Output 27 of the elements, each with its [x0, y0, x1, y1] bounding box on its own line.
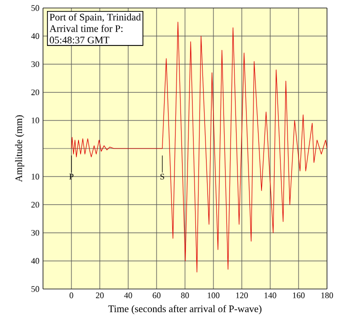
x-tick-label: 80 — [181, 292, 189, 298]
annotation: Port of Spain, Trinidad — [50, 13, 141, 23]
x-tick-label: 120 — [236, 292, 248, 298]
x-tick-label: 100 — [208, 292, 220, 298]
annotation: S — [160, 174, 164, 180]
annotation: P — [69, 174, 74, 180]
y-tick-label: 30 — [31, 230, 40, 236]
x-tick-label: 180 — [321, 292, 334, 298]
y-tick-label: 50 — [31, 286, 40, 292]
y-tick-label: 40 — [31, 258, 40, 264]
x-tick-label: 20 — [96, 292, 104, 298]
annotation: Arrival time for P: — [49, 24, 122, 32]
x-tick-label: 60 — [152, 292, 161, 298]
y-tick-label: 30 — [31, 61, 40, 68]
x-axis-title: Time (seconds after arrival of P-wave) — [108, 305, 262, 314]
annotation: 05:48:37 GMT — [50, 36, 110, 44]
y-tick-label: 20 — [31, 89, 40, 96]
x-tick-label: 0 — [70, 292, 74, 298]
x-tick-label: 40 — [124, 292, 132, 298]
y-tick-label: 40 — [31, 33, 40, 39]
y-tick-label: 20 — [31, 202, 40, 208]
y-tick-label: 50 — [31, 5, 40, 11]
x-tick-label: 140 — [264, 292, 276, 298]
x-tick-label: 160 — [293, 292, 305, 298]
y-tick-label: 10 — [32, 174, 40, 180]
y-axis-title: Amplitude (mm) — [15, 115, 24, 182]
y-tick-label: 10 — [32, 118, 40, 124]
